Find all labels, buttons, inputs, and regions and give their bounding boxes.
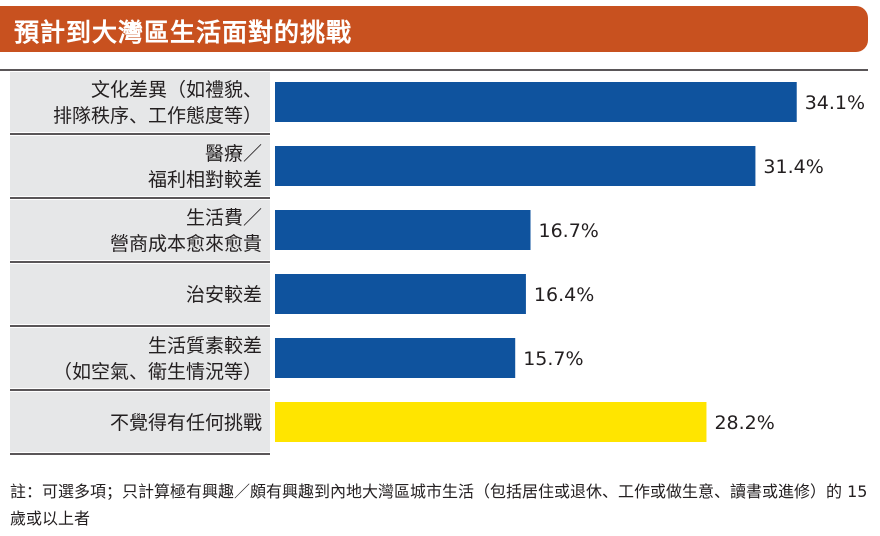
value-label: 15.7% xyxy=(523,348,583,370)
bar xyxy=(275,274,526,314)
bar xyxy=(275,402,707,442)
value-label: 28.2% xyxy=(714,412,774,434)
category-label: 排隊秩序、工作態度等） xyxy=(53,105,262,127)
category-label: 福利相對較差 xyxy=(148,169,262,191)
category-label: 治安較差 xyxy=(186,284,262,306)
bar xyxy=(275,338,516,378)
category-label: 營商成本愈來愈貴 xyxy=(110,233,262,255)
category-label-bg xyxy=(10,392,270,452)
category-label: 生活質素較差 xyxy=(148,335,262,357)
value-label: 31.4% xyxy=(763,156,823,178)
category-label-bg xyxy=(10,136,270,196)
category-label: 文化差異（如禮貌、 xyxy=(91,79,262,101)
value-label: 34.1% xyxy=(805,92,865,114)
chart-title: 預計到大灣區生活面對的挑戰 xyxy=(14,18,353,47)
category-label: （如空氣、衛生情況等） xyxy=(53,361,262,383)
category-label-bg xyxy=(10,200,270,260)
value-label: 16.4% xyxy=(534,284,594,306)
category-label-bg xyxy=(10,264,270,324)
footnote: 註：可選多項；只計算極有興趣／頗有興趣到內地大灣區城市生活（包括居住或退休、工作… xyxy=(10,482,868,528)
bar xyxy=(275,146,756,186)
category-label-bg xyxy=(10,72,270,132)
value-label: 16.7% xyxy=(539,220,599,242)
bar xyxy=(275,210,531,250)
bar-chart: 文化差異（如禮貌、排隊秩序、工作態度等） 34.1% 醫療／ 福利相對較差 31.4% 生… xyxy=(0,69,868,455)
category-label-bg xyxy=(10,328,270,388)
title-bar: 預計到大灣區生活面對的挑戰 xyxy=(0,6,868,52)
category-label: 不覺得有任何挑戰 xyxy=(110,412,262,434)
category-label: 醫療／ xyxy=(205,143,262,165)
category-label: 生活費／ xyxy=(186,207,262,229)
bar xyxy=(275,82,797,122)
